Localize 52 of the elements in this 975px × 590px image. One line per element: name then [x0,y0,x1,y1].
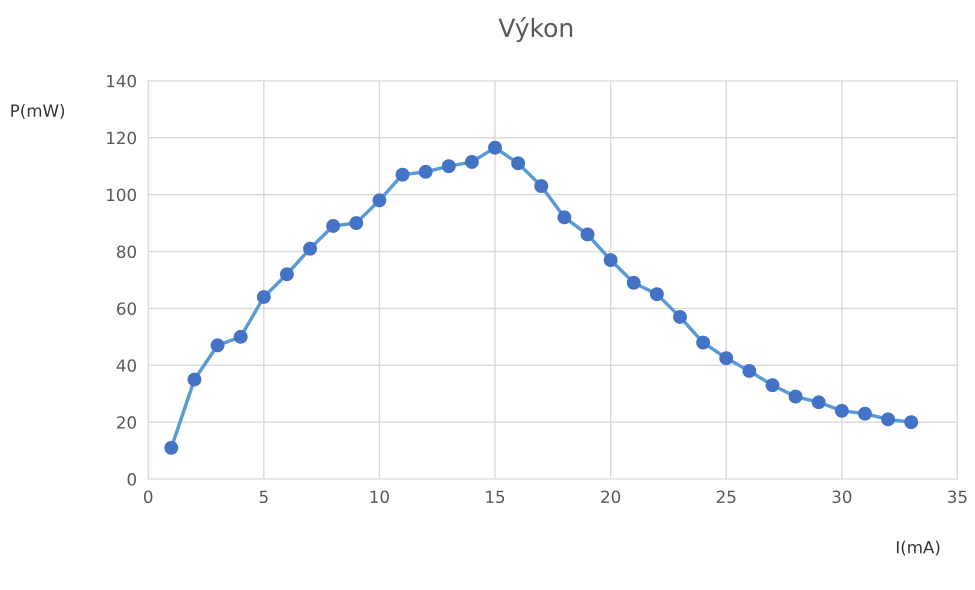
point [580,227,594,242]
point [650,287,664,302]
y-tick-label: 0 [128,473,136,486]
point [719,351,734,366]
point [442,159,456,174]
point [349,216,364,230]
y-tick-label: 140 [107,74,136,88]
point [234,330,248,344]
x-axis-title: I(mA) [896,540,940,556]
point [881,412,896,426]
y-tick-label: 40 [116,359,136,372]
point [812,395,826,410]
x-tick-label: 30 [832,490,852,504]
y-tick-label: 100 [107,188,136,202]
point [766,378,780,392]
point [464,154,479,169]
x-tick-label: 5 [260,490,268,504]
y-axis-title: P(mW) [11,104,64,119]
x-tick-label: 25 [716,490,736,504]
point [834,404,849,418]
x-tick-label: 0 [144,490,152,504]
point [396,168,410,182]
point [188,372,202,386]
point [904,415,918,430]
point [280,267,294,282]
point [742,364,756,378]
point [326,218,340,233]
y-tick-label: 120 [107,132,136,144]
y-tick-label: 60 [117,302,136,315]
point [858,406,872,421]
y-tick-label: 80 [117,245,136,258]
point [256,290,271,304]
point [164,440,178,455]
point [488,140,502,155]
point [696,336,710,350]
point [788,390,803,404]
point [210,338,225,352]
x-tick-label: 35 [948,490,967,504]
x-tick-label: 20 [601,490,620,504]
point [626,276,641,290]
point [673,310,687,324]
point [557,210,572,224]
x-tick-label: 10 [370,490,389,504]
point [418,164,433,179]
chart-title: Výkon [498,16,572,42]
point [534,179,548,194]
point [604,253,618,267]
point [372,193,386,208]
y-tick-label: 20 [117,416,136,429]
point [511,156,526,170]
point [303,242,317,256]
x-tick-label: 15 [486,490,504,504]
